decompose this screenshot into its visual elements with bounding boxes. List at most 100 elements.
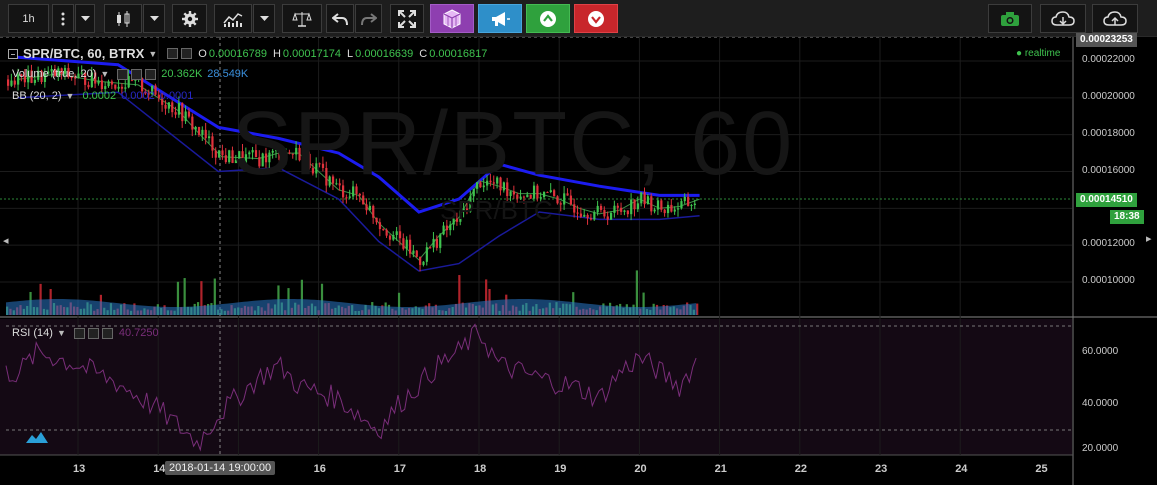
candle-up xyxy=(17,74,20,85)
candle-up xyxy=(462,208,465,211)
price-axis-label: 0.00018000 xyxy=(1082,127,1135,139)
redo-icon xyxy=(360,12,377,25)
rsi-gear-icon[interactable] xyxy=(87,327,99,339)
scroll-down-button[interactable] xyxy=(574,4,618,33)
candle-down xyxy=(60,68,63,74)
undo-button[interactable] xyxy=(326,4,354,33)
symbol-legend: SPR/BTC, 60, BTRX ▼ O 0.00016789 H 0.00017… xyxy=(8,46,487,61)
volume-close-icon[interactable] xyxy=(145,68,157,80)
rsi-axis-label: 20.0000 xyxy=(1082,443,1119,454)
candle-down xyxy=(566,193,569,196)
interval-button[interactable]: 1h xyxy=(8,4,49,33)
candle-down xyxy=(569,195,572,205)
time-axis-label: 17 xyxy=(393,463,407,475)
tradingview-logo-icon[interactable] xyxy=(24,429,50,445)
candle-down xyxy=(318,163,321,165)
candle-up xyxy=(50,69,53,72)
interval-label: 1h xyxy=(22,12,35,25)
indicators-dropdown-button[interactable] xyxy=(253,4,275,33)
candle-down xyxy=(660,200,663,210)
candle-down xyxy=(154,85,157,95)
announcements-button[interactable] xyxy=(478,4,522,33)
candle-down xyxy=(382,229,385,231)
candle-up xyxy=(90,72,93,88)
candle-down xyxy=(204,129,207,139)
candle-down xyxy=(489,180,492,183)
eye-icon[interactable] xyxy=(167,48,179,59)
indicators-button[interactable] xyxy=(214,4,252,33)
candle-up xyxy=(10,80,13,86)
candle-up xyxy=(201,129,204,135)
rsi-dropdown-icon[interactable]: ▼ xyxy=(56,328,66,338)
chart-type-dropdown-button[interactable] xyxy=(143,4,165,33)
volume-bar-up xyxy=(397,292,401,315)
symbol-dropdown-icon[interactable]: ▼ xyxy=(148,48,158,59)
indicators-dropdown-icon xyxy=(259,15,269,21)
candle-down xyxy=(7,79,10,86)
cube-button[interactable] xyxy=(430,4,474,33)
chart-type-button[interactable] xyxy=(104,4,142,33)
candle-down xyxy=(53,69,57,76)
settings-button[interactable] xyxy=(172,4,207,33)
volume-label[interactable]: Volume (true, 20) xyxy=(12,68,97,80)
volume-gear-icon[interactable] xyxy=(131,68,143,80)
collapse-left-arrow-icon[interactable]: ◂ xyxy=(3,235,9,247)
candle-down xyxy=(633,199,636,210)
candle-down xyxy=(378,222,382,230)
collapse-legend-toggle[interactable] xyxy=(8,48,18,59)
candle-down xyxy=(586,214,589,219)
rsi-eye-icon[interactable] xyxy=(73,327,85,339)
bb-dropdown-icon[interactable]: ▼ xyxy=(65,91,75,101)
candle-down xyxy=(258,157,261,167)
gear-small-icon[interactable] xyxy=(181,48,193,59)
candle-down xyxy=(342,185,345,198)
candle-down xyxy=(288,152,291,154)
cloud-download-icon xyxy=(1051,10,1075,26)
candle-up xyxy=(238,151,241,161)
candle-up xyxy=(539,197,542,199)
candle-up xyxy=(526,194,529,198)
snapshot-button[interactable] xyxy=(988,4,1032,33)
volume-eye-icon[interactable] xyxy=(117,68,129,80)
candle-up xyxy=(27,70,30,83)
candle-up xyxy=(184,111,187,122)
gear-icon xyxy=(181,10,198,27)
scroll-up-button[interactable] xyxy=(526,4,570,33)
volume-dropdown-icon[interactable]: ▼ xyxy=(100,69,110,79)
compare-button[interactable] xyxy=(282,4,322,33)
save-chart-button[interactable] xyxy=(1092,4,1138,33)
candle-up xyxy=(646,196,650,205)
volume-bar-up xyxy=(213,278,216,315)
redo-button[interactable] xyxy=(355,4,382,33)
candle-down xyxy=(435,238,438,248)
candle-down xyxy=(120,86,124,89)
candle-up xyxy=(666,204,670,214)
fullscreen-button[interactable] xyxy=(390,4,424,33)
rsi-axis-label: 40.0000 xyxy=(1082,398,1119,409)
candle-down xyxy=(161,97,164,105)
candle-up xyxy=(509,191,512,197)
interval-dropdown-button[interactable] xyxy=(75,4,95,33)
chart-area[interactable]: SPR/BTC, 60 SPR/BTC SPR/BTC, 60, BTRX ▼ … xyxy=(0,33,1157,485)
candle-up xyxy=(80,72,83,74)
candle-down xyxy=(174,112,177,115)
candle-up xyxy=(151,85,154,94)
open-key: O xyxy=(198,47,207,60)
collapse-right-arrow-icon[interactable]: ▸ xyxy=(1146,233,1152,245)
more-vertical-button[interactable] xyxy=(52,4,74,33)
load-chart-button[interactable] xyxy=(1040,4,1086,33)
high-value: 0.00017174 xyxy=(282,47,342,60)
close-key: C xyxy=(419,47,428,60)
candle-down xyxy=(321,163,325,168)
bb-label[interactable]: BB (20, 2) xyxy=(12,90,62,102)
candle-up xyxy=(77,73,80,79)
rsi-close-icon[interactable] xyxy=(101,327,113,339)
chart-watermark-sub: SPR/BTC xyxy=(440,195,553,225)
time-axis-label: 22 xyxy=(794,463,808,475)
rsi-label[interactable]: RSI (14) xyxy=(12,327,53,339)
symbol-label[interactable]: SPR/BTC, 60, BTRX xyxy=(23,46,145,61)
chart-canvas[interactable] xyxy=(0,37,1157,485)
volume-bar-up xyxy=(176,281,180,315)
candle-up xyxy=(244,154,248,163)
candlestick-series xyxy=(7,63,696,272)
